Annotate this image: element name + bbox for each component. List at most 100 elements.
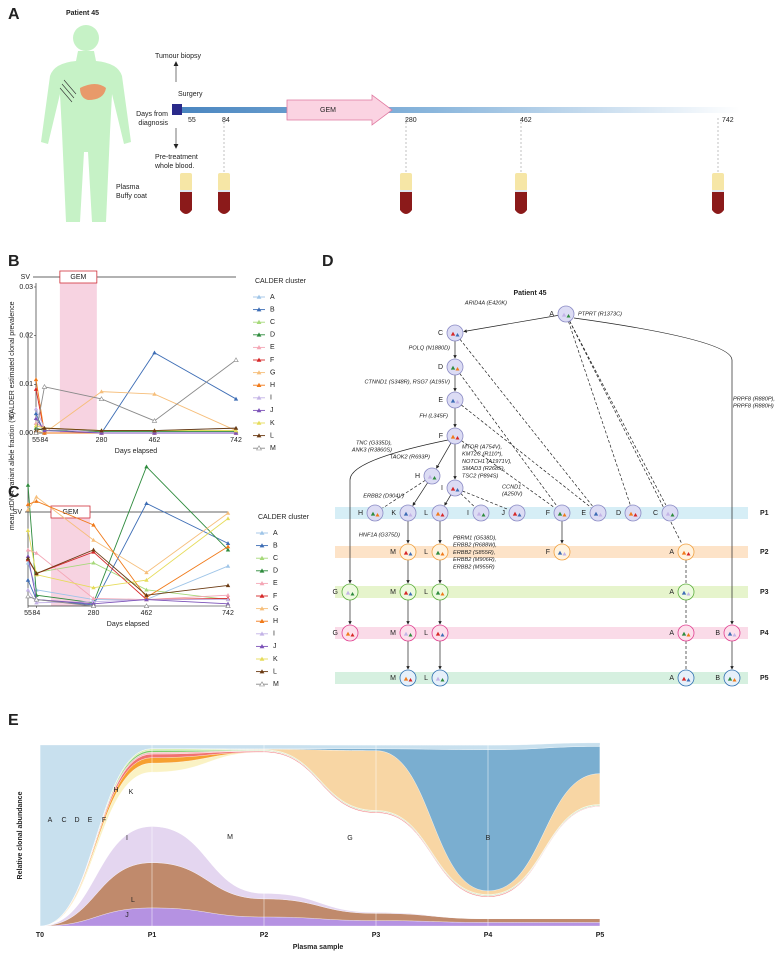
legend-marker	[256, 395, 262, 400]
node-label: I	[441, 485, 443, 492]
tree-node	[431, 624, 449, 642]
data-point	[25, 593, 31, 599]
sv-label: SV	[21, 274, 31, 281]
mutation-label: ERBB2 (S855R),	[453, 550, 495, 556]
tree-node	[446, 324, 464, 342]
sample-band	[335, 507, 748, 519]
node-label: A	[549, 311, 554, 318]
data-point	[91, 560, 96, 565]
tree-node	[399, 624, 417, 642]
tree-edge	[382, 480, 426, 509]
tree-node	[399, 583, 417, 601]
tree-edge	[436, 442, 452, 469]
mutation-label: SMAD3 (R268S),	[462, 466, 505, 472]
mutation-label: HNF1A (G375D)	[359, 532, 400, 538]
y-tick-label: 0.02	[19, 333, 33, 340]
legend-label: L	[270, 432, 274, 439]
data-point	[144, 595, 149, 600]
tree-node	[723, 669, 741, 687]
tube-blood	[180, 192, 192, 214]
node-glyph	[562, 552, 567, 556]
tube-buffy	[400, 190, 412, 192]
data-point	[25, 502, 31, 507]
x-tick-label: P1	[148, 932, 157, 939]
tree-node	[446, 391, 464, 409]
tree-edge	[462, 490, 509, 510]
legend-label: E	[273, 580, 278, 587]
tree-node	[553, 543, 571, 561]
legend-marker	[259, 555, 265, 560]
tube-blood	[712, 192, 724, 214]
node-glyph	[403, 676, 409, 681]
tube-blood	[515, 192, 527, 214]
node-glyph	[408, 678, 413, 682]
biopsy-label: Tumour biopsy	[155, 53, 202, 60]
mutation-label: NOTCH1 (A1971V),	[462, 459, 512, 465]
data-point	[152, 391, 157, 396]
node-glyph	[476, 511, 482, 516]
node-label: G	[333, 630, 338, 637]
node-glyph	[450, 365, 456, 370]
node-label: D	[616, 510, 621, 517]
x-tick-label: 55	[32, 437, 40, 444]
row-label: P3	[760, 589, 769, 596]
node-glyph	[435, 676, 441, 681]
legend-marker	[256, 357, 262, 362]
clone-label: B	[486, 835, 491, 842]
data-point	[225, 541, 231, 546]
y-axis-title: mean ctDNA variant allele fraction (%)	[9, 412, 16, 530]
legend-marker	[259, 581, 265, 586]
data-point	[33, 430, 39, 435]
node-glyph	[435, 511, 441, 516]
node-label: K	[391, 510, 396, 517]
data-point	[33, 406, 39, 411]
gem-label: GEM	[63, 509, 79, 516]
node-label: M	[390, 630, 396, 637]
data-point	[225, 544, 231, 549]
tube-plasma	[180, 173, 192, 191]
node-glyph	[350, 633, 355, 637]
data-point	[41, 383, 48, 389]
node-glyph	[450, 434, 456, 439]
node-glyph	[557, 511, 563, 516]
node-glyph	[403, 590, 409, 595]
mutation-label: PRPF8 (R880P),	[733, 396, 775, 402]
data-point	[91, 549, 96, 554]
node-glyph	[345, 590, 351, 595]
legend-marker	[259, 593, 265, 598]
node-glyph	[440, 552, 445, 556]
data-point	[144, 570, 149, 575]
data-point	[90, 603, 97, 608]
node-label: F	[546, 510, 550, 517]
node-label: C	[438, 330, 443, 337]
legend-label: J	[273, 643, 277, 650]
node-glyph	[686, 592, 691, 596]
data-point	[91, 547, 96, 552]
node-glyph	[732, 678, 737, 682]
node-glyph	[403, 550, 409, 555]
node-label: F	[546, 549, 550, 556]
gem-box	[59, 270, 98, 284]
legend-label: D	[273, 568, 278, 575]
node-label: A	[669, 589, 674, 596]
x-tick-label: 280	[88, 610, 100, 617]
clone-label: D	[74, 817, 79, 824]
gem-label: GEM	[70, 274, 86, 281]
mutation-label: CTNND1 (S348R), RSG7 (A195V)	[365, 379, 451, 385]
node-glyph	[408, 633, 413, 637]
data-point	[143, 603, 150, 608]
clone-label: C	[61, 817, 66, 824]
tree-node	[723, 624, 741, 642]
y-axis-title: Relative clonal abundance	[17, 791, 24, 879]
tube-buffy	[712, 190, 724, 192]
clone-label: F	[102, 817, 106, 824]
node-glyph	[370, 511, 376, 516]
data-point	[42, 428, 47, 433]
tree-node	[677, 624, 695, 642]
x-tick-label: P3	[372, 932, 381, 939]
row-label: P5	[760, 675, 769, 682]
tree-edge	[348, 439, 449, 584]
legend-marker	[259, 681, 265, 687]
node-glyph	[408, 513, 413, 517]
node-label: H	[415, 473, 420, 480]
